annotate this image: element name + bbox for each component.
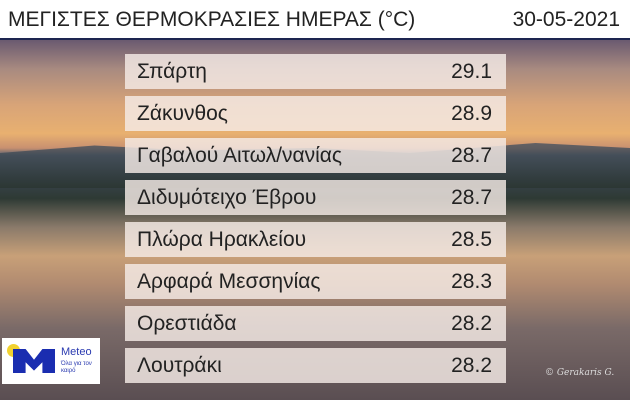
- page-title: ΜΕΓΙΣΤΕΣ ΘΕΡΜΟΚΡΑΣΙΕΣ ΗΜΕΡΑΣ (°C): [8, 8, 416, 31]
- station-name: Αρφαρά Μεσσηνίας: [137, 269, 321, 293]
- table-row: Ορεστιάδα 28.2: [125, 306, 506, 341]
- header-bar: ΜΕΓΙΣΤΕΣ ΘΕΡΜΟΚΡΑΣΙΕΣ ΗΜΕΡΑΣ (°C) 30-05-…: [0, 0, 630, 40]
- station-name: Ζάκυνθος: [137, 101, 228, 125]
- temperature-value: 28.3: [451, 269, 492, 293]
- station-name: Γαβαλού Αιτωλ/νανίας: [137, 143, 343, 167]
- temperature-value: 28.7: [451, 143, 492, 167]
- station-name: Διδυμότειχο Έβρου: [137, 185, 317, 209]
- date-label: 30-05-2021: [512, 8, 620, 31]
- station-name: Σπάρτη: [137, 59, 207, 83]
- temperature-value: 29.1: [451, 59, 492, 83]
- table-row: Σπάρτη 29.1: [125, 54, 506, 89]
- station-name: Πλώρα Ηρακλείου: [137, 227, 307, 251]
- temperature-value: 28.2: [451, 311, 492, 335]
- logo-brand: Meteo: [61, 346, 92, 358]
- temperature-value: 28.7: [451, 185, 492, 209]
- photo-credit: © Gerakaris G.: [545, 368, 615, 378]
- meteo-logo: Meteo Όλα για τον καιρό: [2, 338, 100, 384]
- table-row: Γαβαλού Αιτωλ/νανίας 28.7: [125, 138, 506, 173]
- table-row: Λουτράκι 28.2: [125, 348, 506, 383]
- table-row: Ζάκυνθος 28.9: [125, 96, 506, 131]
- temperature-value: 28.5: [451, 227, 492, 251]
- temperature-value: 28.2: [451, 353, 492, 377]
- table-row: Αρφαρά Μεσσηνίας 28.3: [125, 264, 506, 299]
- logo-slogan: Όλα για τον καιρό: [61, 361, 92, 374]
- station-name: Ορεστιάδα: [137, 311, 237, 335]
- station-name: Λουτράκι: [137, 353, 222, 377]
- temperature-value: 28.9: [451, 101, 492, 125]
- table-row: Πλώρα Ηρακλείου 28.5: [125, 222, 506, 257]
- m-logo-icon: [13, 349, 55, 373]
- table-row: Διδυμότειχο Έβρου 28.7: [125, 180, 506, 215]
